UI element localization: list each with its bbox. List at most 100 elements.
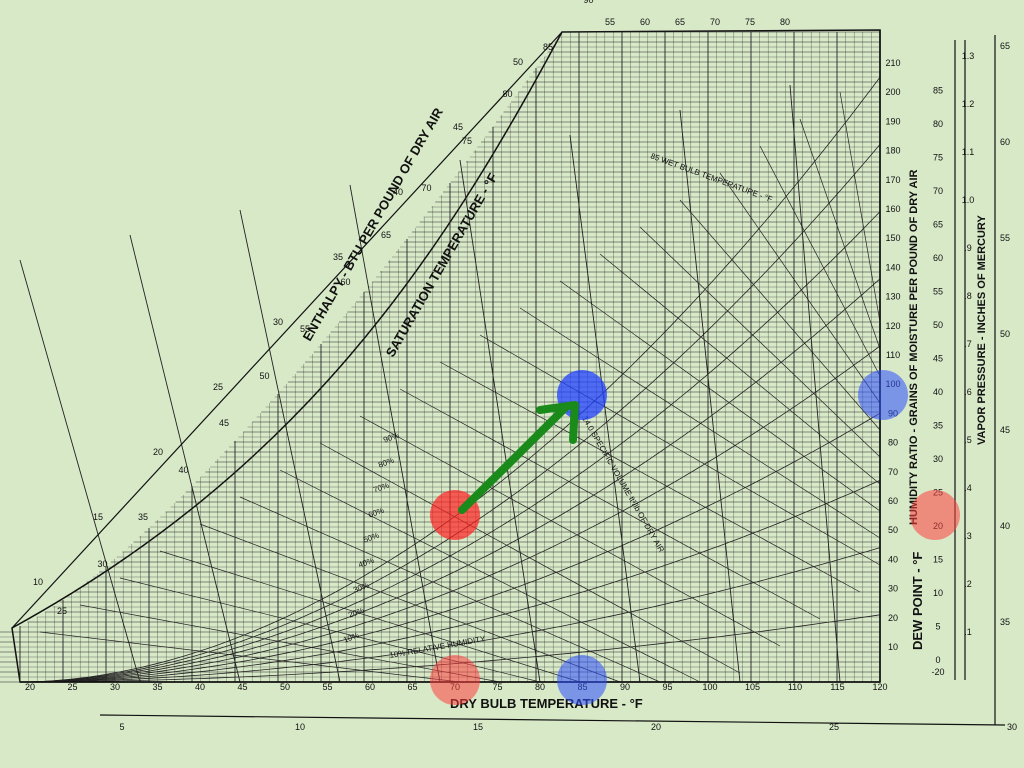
vapor-pressure-title: VAPOR PRESSURE - INCHES OF MERCURY [976, 215, 988, 445]
bottom-scale-tick: 20 [651, 722, 661, 732]
dry-bulb-tick: 115 [830, 682, 844, 692]
vapor-pressure-tick: .2 [964, 579, 972, 589]
far-right-tick: 65 [1000, 41, 1010, 51]
vapor-pressure-tick: 1.3 [962, 51, 975, 61]
relative-humidity-curve [19, 412, 881, 683]
enthalpy-tick: 25 [213, 382, 223, 392]
wet-bulb-line [559, 280, 881, 512]
enthalpy-tick: 20 [153, 447, 163, 457]
saturation-tick: 55 [300, 324, 310, 334]
specific-volume-line [129, 234, 241, 683]
wet-bulb-tick: 65 [675, 17, 685, 27]
dew-point-tick: 75 [933, 153, 943, 163]
enthalpy-tick: 45 [453, 122, 463, 132]
dew-point-tick: 30 [933, 454, 943, 464]
far-right-tick: 55 [1000, 233, 1010, 243]
enthalpy-tick: 40 [393, 187, 403, 197]
bottom-scale-tick: 30 [1007, 722, 1017, 732]
dew-point-tick: 55 [933, 287, 943, 297]
wet-bulb-line [79, 604, 501, 683]
dew-point-tick: 15 [933, 555, 943, 565]
dew-point-tick: 5 [935, 622, 940, 632]
wet-bulb-line [679, 199, 881, 431]
dew-point-tick: 60 [933, 253, 943, 263]
humidity-tick: 170 [885, 175, 900, 185]
start-dry-bulb-marker[interactable] [430, 655, 480, 705]
dry-bulb-tick: 35 [152, 682, 162, 692]
dry-bulb-tick: 100 [702, 682, 717, 692]
wet-bulb-line [279, 469, 701, 683]
vapor-pressure-tick: .3 [964, 531, 972, 541]
wet-bulb-line [479, 334, 881, 566]
bottom-scale-tick: 5 [119, 722, 124, 732]
dry-bulb-tick: 75 [492, 682, 502, 692]
dry-bulb-tick: 110 [788, 682, 802, 692]
wet-bulb-tick: 55 [605, 17, 615, 27]
wet-bulb-line [39, 631, 461, 683]
wet-bulb-line [199, 523, 621, 683]
far-right-tick: 60 [1000, 137, 1010, 147]
vapor-pressure-tick: .7 [964, 339, 972, 349]
saturation-tick: 50 [259, 371, 269, 381]
end-humidity-marker[interactable] [858, 370, 908, 420]
dew-point-tick: 65 [933, 220, 943, 230]
specific-volume-line [459, 159, 541, 683]
vapor-pressure-tick: .5 [964, 435, 972, 445]
enthalpy-scale-line [11, 31, 563, 629]
humidity-tick: 190 [885, 116, 900, 126]
dry-bulb-tick: 60 [365, 682, 375, 692]
humidity-tick: 40 [888, 554, 898, 564]
specific-volume-line [789, 84, 841, 683]
bottom-scale-tick: 10 [295, 722, 305, 732]
dry-bulb-tick: 55 [322, 682, 332, 692]
dew-point-tick: 70 [933, 186, 943, 196]
start-humidity-marker[interactable] [910, 490, 960, 540]
humidity-tick: 20 [888, 613, 898, 623]
humidity-tick: 180 [885, 146, 900, 156]
chart-outline [11, 29, 881, 683]
saturation-tick: 45 [219, 418, 229, 428]
humidity-tick: 160 [885, 204, 900, 214]
end-dry-bulb-marker[interactable] [557, 655, 607, 705]
vapor-pressure-tick: .4 [964, 483, 972, 493]
relative-humidity-curve [19, 345, 881, 683]
humidity-tick: 120 [885, 321, 900, 331]
wet-bulb-line [519, 307, 881, 539]
saturation-tick: 40 [178, 465, 188, 475]
saturation-tick: 65 [381, 230, 391, 240]
specific-volume-line [349, 184, 441, 683]
enthalpy-tick: 35 [333, 252, 343, 262]
process-arrow [458, 401, 579, 514]
wet-bulb-line [159, 550, 581, 683]
dew-point-tick: 40 [933, 387, 943, 397]
vapor-pressure-tick: .8 [964, 291, 972, 301]
wet-bulb-line [439, 361, 861, 593]
humidity-tick: 60 [888, 496, 898, 506]
bottom-scale-axis [99, 714, 1006, 726]
far-right-tick: 35 [1000, 617, 1010, 627]
enthalpy-tick: 30 [273, 317, 283, 327]
bottom-scale-tick: 15 [473, 722, 483, 732]
dew-point-tick: -20 [931, 667, 944, 677]
bottom-scale-tick: 25 [829, 722, 839, 732]
dew-point-tick: 10 [933, 588, 943, 598]
wet-bulb-line [719, 172, 881, 404]
vapor-pressure-tick: 1.0 [962, 195, 975, 205]
specific-volume-line [19, 259, 141, 683]
wet-bulb-line [759, 145, 881, 377]
saturation-tick: 25 [57, 606, 67, 616]
wet-bulb-line [639, 226, 881, 458]
enthalpy-tick: 50 [513, 57, 523, 67]
dew-point-tick: 45 [933, 354, 943, 364]
dry-bulb-tick: 105 [745, 682, 760, 692]
humidity-tick: 10 [888, 642, 898, 652]
vapor-pressure-tick: 1.2 [962, 99, 975, 109]
wet-bulb-tick: 60 [640, 17, 650, 27]
saturation-tick: 35 [138, 512, 148, 522]
dry-bulb-tick: 45 [237, 682, 247, 692]
wet-bulb-line [799, 118, 881, 350]
specific-volume-line [239, 209, 341, 683]
saturation-tick: 80 [502, 89, 512, 99]
humidity-ratio-title: HUMIDITY RATIO - GRAINS OF MOISTURE PER … [908, 169, 920, 525]
